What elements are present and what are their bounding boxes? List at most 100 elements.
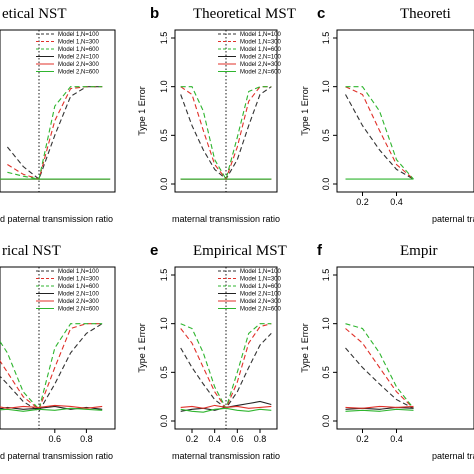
- plot-frame: [0, 266, 116, 430]
- plot-frame: [336, 266, 474, 430]
- y-tick-label: 0.0: [321, 415, 331, 428]
- panel-title: Theoreti: [400, 6, 451, 22]
- legend-label: Model 2,N=300: [240, 62, 282, 68]
- x-axis-label: d paternal transmission ratio: [0, 451, 113, 461]
- series-line-6: [180, 407, 272, 413]
- series-line-3: [180, 86, 272, 181]
- legend-label: Model 2,N=600: [58, 307, 100, 313]
- legend-label: Model 1,N=600: [58, 47, 100, 53]
- panel-letter: f: [317, 242, 323, 259]
- series-line-1: [6, 86, 103, 181]
- series-line-3: [0, 323, 103, 411]
- y-tick-label: 1.5: [159, 32, 169, 45]
- y-tick-label: 1.0: [159, 80, 169, 93]
- panel-title: Theoretical MST: [193, 6, 296, 22]
- panel-title: etical NST: [2, 6, 67, 22]
- x-axis-label: paternal tra: [432, 214, 474, 224]
- legend-label: Model 1,N=300: [58, 40, 100, 46]
- series-line-2: [7, 86, 103, 180]
- x-tick-label: 0.8: [80, 434, 93, 444]
- x-tick-label: 0.2: [186, 434, 199, 444]
- panel-letter: e: [150, 242, 158, 259]
- legend-label: Model 2,N=300: [240, 299, 282, 305]
- y-tick-label: 1.5: [321, 269, 331, 282]
- legend-label: Model 2,N=600: [58, 70, 100, 76]
- y-tick-label: 0.0: [159, 178, 169, 191]
- y-tick-label: 1.5: [321, 32, 331, 45]
- legend-label: Model 2,N=100: [58, 55, 100, 61]
- legend-label: Model 2,N=100: [240, 55, 282, 61]
- series-line-2: [0, 323, 103, 411]
- series-line-2: [345, 328, 414, 409]
- chart-panel-4: rical NST 0.6 0.8 d paternal transmission r…: [0, 243, 116, 461]
- legend-label: Model 2,N=300: [58, 62, 100, 68]
- y-axis-label: Type 1 Error: [300, 323, 310, 373]
- chart-panel-5: e Empirical MST 0.0 0.5 1.0 1.5 Type 1 Error 0.…: [137, 242, 287, 461]
- x-axis-label: paternal tra: [432, 451, 474, 461]
- series-line-5: [345, 405, 414, 409]
- plot-frame: [0, 29, 116, 193]
- legend-label: Model 2,N=100: [240, 292, 282, 298]
- y-tick-label: 0.5: [159, 366, 169, 379]
- series-line-3: [345, 323, 414, 409]
- panel-title: Empir: [400, 243, 438, 259]
- y-tick-label: 0.0: [159, 415, 169, 428]
- legend-label: Model 1,N=300: [240, 277, 282, 283]
- chart-panel-3: c Theoreti 0.0 0.5 1.0 1.5 Type 1 Error 0.2 0.4 p…: [300, 5, 474, 224]
- legend-label: Model 1,N=600: [240, 284, 282, 290]
- x-tick-label: 0.4: [390, 197, 403, 207]
- legend-label: Model 1,N=300: [240, 40, 282, 46]
- series-line-1: [345, 347, 414, 409]
- y-tick-label: 0.5: [321, 129, 331, 142]
- chart-panel-6: f Empir 0.0 0.5 1.0 1.5 Type 1 Error 0.2 0.4 pate…: [300, 242, 474, 461]
- legend-label: Model 1,N=300: [58, 277, 100, 283]
- x-tick-label: 0.6: [231, 434, 244, 444]
- panel-letter: b: [150, 5, 159, 22]
- y-axis-label: Type 1 Error: [137, 86, 147, 136]
- panel-letter: c: [317, 5, 325, 22]
- legend-label: Model 1,N=100: [58, 269, 100, 275]
- legend-label: Model 2,N=600: [240, 307, 282, 313]
- x-tick-label: 0.4: [208, 434, 221, 444]
- plot-frame: [336, 29, 474, 193]
- series-line-6: [345, 408, 414, 412]
- y-tick-label: 1.0: [159, 317, 169, 330]
- series-line-4: [345, 406, 414, 410]
- y-tick-label: 0.5: [159, 129, 169, 142]
- x-axis-label: maternal transmission ratio: [172, 214, 280, 224]
- chart-panel-1: etical NST d paternal transmission ratio M…: [0, 6, 116, 224]
- series-line-1: [0, 323, 103, 413]
- legend-label: Model 1,N=600: [240, 47, 282, 53]
- y-tick-label: 0.0: [321, 178, 331, 191]
- series-line-5: [0, 404, 103, 409]
- legend-label: Model 2,N=100: [58, 292, 100, 298]
- legend-label: Model 1,N=100: [58, 32, 100, 38]
- legend-label: Model 1,N=100: [240, 32, 282, 38]
- legend-label: Model 2,N=600: [240, 70, 282, 76]
- series-line-3: [7, 86, 103, 180]
- y-tick-label: 0.5: [321, 366, 331, 379]
- legend-label: Model 2,N=300: [58, 299, 100, 305]
- x-tick-label: 0.2: [356, 434, 369, 444]
- series-line-2: [345, 86, 414, 180]
- series-line-6: [0, 407, 103, 412]
- chart-panel-2: b Theoretical MST 0.0 0.5 1.0 1.5 Type 1 Error…: [137, 5, 296, 224]
- x-axis-label: maternal transmission ratio: [172, 451, 280, 461]
- y-axis-label: Type 1 Error: [300, 86, 310, 136]
- y-axis-label: Type 1 Error: [137, 323, 147, 373]
- panel-title: Empirical MST: [193, 243, 287, 259]
- panel-title: rical NST: [2, 243, 61, 259]
- x-tick-label: 0.8: [254, 434, 267, 444]
- legend-label: Model 1,N=600: [58, 284, 100, 290]
- series-line-3: [345, 86, 414, 180]
- series-line-5: [180, 404, 272, 409]
- x-tick-label: 0.2: [356, 197, 369, 207]
- x-tick-label: 0.6: [49, 434, 62, 444]
- y-tick-label: 1.0: [321, 80, 331, 93]
- y-tick-label: 1.0: [321, 317, 331, 330]
- y-tick-label: 1.5: [159, 269, 169, 282]
- x-axis-label: d paternal transmission ratio: [0, 214, 113, 224]
- series-line-1: [345, 94, 414, 180]
- legend-label: Model 1,N=100: [240, 269, 282, 275]
